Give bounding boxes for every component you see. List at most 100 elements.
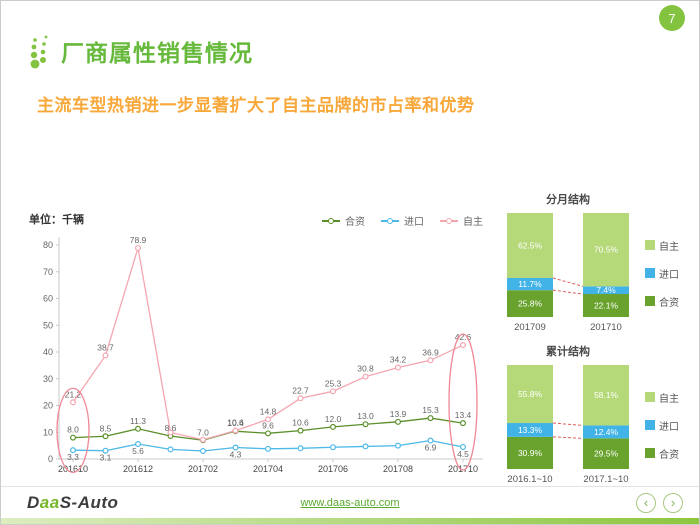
logo-suffix: S-Auto (59, 492, 119, 512)
monthly-structure-legend: 自主 进口 合资 (645, 238, 679, 309)
bar-category-label: 201710 (590, 322, 622, 333)
value-label: 38.7 (97, 342, 114, 352)
line-chart-legend: 合资 进口 自主 (322, 213, 483, 228)
monthly-structure-chart: 25.8% 11.7% 62.5% 201709 22.1% 7.4% 70.5% 20171… (507, 213, 629, 333)
value-label: 5.6 (132, 446, 144, 456)
bar-category-label: 2016.1~10 (507, 474, 552, 485)
segment-label: 58.1% (594, 390, 619, 400)
data-point (427, 415, 434, 422)
monthly-structure-title: 分月结构 (546, 194, 590, 206)
legend-label: 进口 (404, 217, 424, 228)
legend-label: 合资 (659, 297, 679, 309)
data-point (460, 342, 467, 349)
segment-label: 7.4% (596, 285, 616, 295)
data-point (265, 430, 272, 437)
value-label: 12.0 (325, 414, 342, 424)
data-point (330, 388, 337, 395)
data-point (297, 427, 304, 434)
legend-label: 自主 (463, 217, 483, 228)
value-label: 78.9 (130, 235, 147, 245)
value-label: 34.2 (390, 355, 407, 365)
bar-legend-item: 合资 (645, 446, 679, 461)
legend-swatch-icon (645, 392, 655, 402)
connector-line (552, 436, 584, 439)
bar-category-label: 2017.1~10 (583, 474, 628, 485)
line-chart-section: 单位：千辆 合资 进口 自主 0 10 20 30 40 50 60 70 80 201610 2016… (29, 207, 489, 487)
legend-label: 进口 (659, 421, 679, 433)
legend-label: 合资 (345, 217, 365, 228)
value-label: 13.0 (357, 411, 374, 421)
data-point (134, 441, 141, 448)
x-tick-label: 201610 (58, 464, 88, 474)
data-point (362, 421, 369, 428)
bar-segment (507, 423, 553, 437)
footer-url-link[interactable]: www.daas-auto.com (300, 496, 400, 509)
bar-segment (507, 213, 553, 278)
y-tick-label: 20 (43, 401, 53, 411)
value-label: 3.3 (67, 452, 79, 462)
unit-label: 单位：千辆 (29, 214, 84, 226)
value-label: 25.3 (325, 378, 342, 388)
data-point (395, 442, 402, 449)
line-legend-item: 合资 (322, 213, 365, 228)
x-tick-label: 201704 (253, 464, 283, 474)
page-title: 厂商属性销售情况 (61, 40, 253, 66)
highlight-ellipse (448, 333, 478, 471)
data-point (265, 445, 272, 452)
bar-segment (507, 278, 553, 291)
y-tick-label: 80 (43, 240, 53, 250)
data-point (362, 373, 369, 380)
page-number-badge: 7 (659, 5, 685, 31)
bar-legend-item: 进口 (645, 418, 679, 433)
bottom-accent-strip (1, 518, 699, 524)
data-point (134, 244, 141, 251)
segment-label: 12.4% (594, 427, 619, 437)
data-point (427, 437, 434, 444)
cumulative-structure-title: 累计结构 (546, 346, 590, 358)
data-point (460, 420, 467, 427)
data-point (297, 395, 304, 402)
nav-buttons: ‹ › (636, 492, 683, 513)
cumulative-structure-block: 累计结构 30.9% 13.3% 55.8% 2016.1~10 29.5% 12.4% 5… (493, 343, 699, 489)
y-tick-label: 30 (43, 374, 53, 384)
legend-label: 自主 (659, 241, 679, 253)
value-label: 4.5 (457, 449, 469, 459)
legend-label: 进口 (659, 269, 679, 281)
bar-legend-item: 自主 (645, 390, 679, 405)
legend-swatch-icon (645, 296, 655, 306)
x-tick-label: 201706 (318, 464, 348, 474)
value-label: 8.6 (165, 423, 177, 433)
structure-panel: 分月结构 25.8% 11.7% 62.5% 201709 22.1% 7.4% 70.5%… (493, 191, 699, 495)
cumulative-structure-row: 30.9% 13.3% 55.8% 2016.1~10 29.5% 12.4% 58.1% 2… (493, 361, 699, 489)
legend-marker-icon (381, 217, 399, 224)
data-point (69, 434, 76, 441)
legend-label: 合资 (659, 449, 679, 461)
value-label: 8.0 (67, 425, 79, 435)
segment-label: 70.5% (594, 245, 619, 255)
data-point (167, 429, 174, 436)
value-label: 10.6 (292, 418, 309, 428)
segment-label: 30.9% (518, 448, 543, 458)
data-point (102, 433, 109, 440)
data-point (265, 416, 272, 423)
monthly-structure-row: 25.8% 11.7% 62.5% 201709 22.1% 7.4% 70.5% 20171… (493, 209, 699, 337)
y-tick-label: 70 (43, 267, 53, 277)
next-button[interactable]: › (663, 492, 683, 513)
cumulative-structure-chart: 30.9% 13.3% 55.8% 2016.1~10 29.5% 12.4% 58.1% 2… (507, 365, 629, 485)
legend-swatch-icon (645, 420, 655, 430)
bar-legend-item: 进口 (645, 266, 679, 281)
value-label: 9.6 (262, 420, 274, 430)
data-point (167, 446, 174, 453)
prev-button[interactable]: ‹ (636, 492, 656, 513)
data-point (102, 447, 109, 454)
segment-label: 62.5% (518, 241, 543, 251)
value-label: 6.9 (425, 443, 437, 453)
value-label: 15.3 (422, 405, 439, 415)
data-point (69, 399, 76, 406)
value-label: 30.8 (357, 364, 374, 374)
value-label: 10.6 (227, 418, 244, 428)
subtitle: 主流车型热销进一步显著扩大了自主品牌的市占率和优势 (37, 96, 475, 115)
logo-accent: aa (39, 492, 60, 512)
bar-legend-item: 自主 (645, 238, 679, 253)
data-point (232, 427, 239, 434)
